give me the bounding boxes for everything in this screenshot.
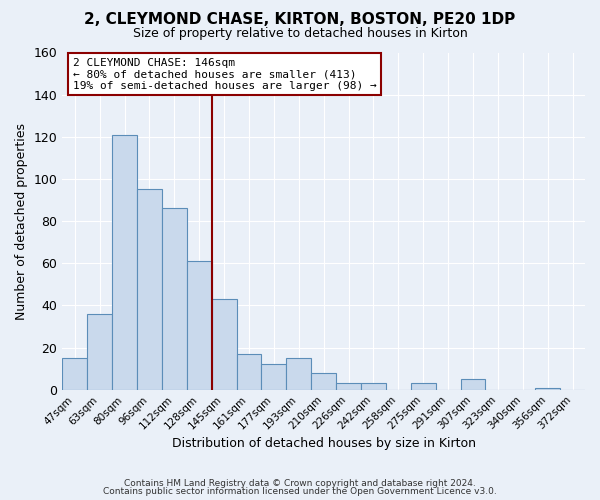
Bar <box>361 384 386 390</box>
Bar <box>137 190 162 390</box>
Y-axis label: Number of detached properties: Number of detached properties <box>15 122 28 320</box>
Text: Contains HM Land Registry data © Crown copyright and database right 2024.: Contains HM Land Registry data © Crown c… <box>124 478 476 488</box>
Bar <box>311 373 336 390</box>
Bar <box>286 358 311 390</box>
Bar <box>461 379 485 390</box>
Text: 2 CLEYMOND CHASE: 146sqm
← 80% of detached houses are smaller (413)
19% of semi-: 2 CLEYMOND CHASE: 146sqm ← 80% of detach… <box>73 58 376 91</box>
Bar <box>62 358 87 390</box>
Bar <box>187 261 212 390</box>
Bar <box>112 134 137 390</box>
Bar <box>87 314 112 390</box>
Bar <box>411 384 436 390</box>
Bar <box>236 354 262 390</box>
X-axis label: Distribution of detached houses by size in Kirton: Distribution of detached houses by size … <box>172 437 476 450</box>
Text: 2, CLEYMOND CHASE, KIRTON, BOSTON, PE20 1DP: 2, CLEYMOND CHASE, KIRTON, BOSTON, PE20 … <box>85 12 515 28</box>
Bar <box>535 388 560 390</box>
Text: Contains public sector information licensed under the Open Government Licence v3: Contains public sector information licen… <box>103 487 497 496</box>
Bar <box>162 208 187 390</box>
Bar <box>212 299 236 390</box>
Bar <box>262 364 286 390</box>
Bar <box>336 384 361 390</box>
Text: Size of property relative to detached houses in Kirton: Size of property relative to detached ho… <box>133 28 467 40</box>
